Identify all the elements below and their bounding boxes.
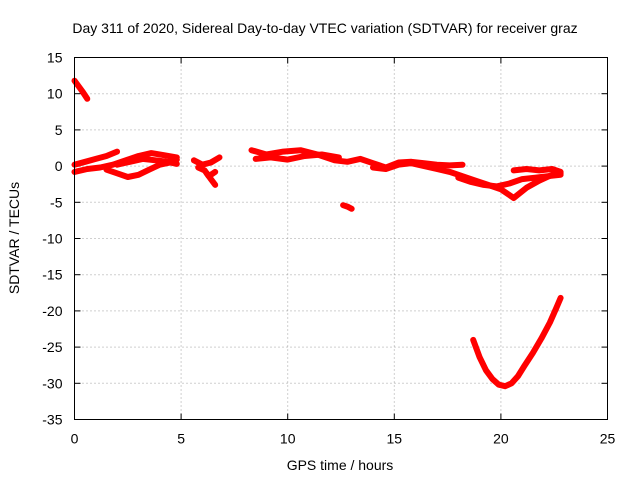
y-tick-label: 10: [47, 86, 63, 102]
plot-frame: [74, 57, 608, 420]
y-tick-label: -30: [42, 375, 62, 391]
y-tick-label: 0: [55, 158, 63, 174]
series-arc-h: [203, 170, 219, 188]
y-tick-label: -5: [50, 194, 63, 210]
y-tick-labels: 15 10 5 0 -5 -10 -15 -20 -25 -30 -35: [42, 50, 62, 428]
x-tick-label: 15: [387, 431, 403, 447]
x-axis-label: GPS time / hours: [287, 457, 394, 473]
series-arc-b: [71, 148, 121, 168]
series-arc-i: [248, 147, 466, 171]
x-tick-label: 20: [493, 431, 509, 447]
series-arc-n: [510, 166, 564, 175]
y-tick-label: -15: [42, 267, 62, 283]
y-tick-label: -35: [42, 412, 62, 428]
x-tick-label: 10: [280, 431, 296, 447]
y-tick-label: -20: [42, 303, 62, 319]
x-tick-label: 0: [71, 431, 79, 447]
series-arc-o: [470, 294, 564, 390]
series-arc-j: [252, 151, 342, 163]
x-tick-label: 25: [600, 431, 616, 447]
y-tick-label: -25: [42, 339, 62, 355]
series-arc-f: [190, 154, 223, 168]
x-tick-labels: 0 5 10 15 20 25: [71, 431, 616, 447]
y-tick-label: -10: [42, 231, 62, 247]
series-arc-k: [340, 202, 355, 212]
x-tick-label: 5: [177, 431, 185, 447]
chart-title: Day 311 of 2020, Sidereal Day-to-day VTE…: [72, 20, 577, 36]
y-tick-label: 5: [55, 122, 63, 138]
axis-ticks: [74, 57, 608, 420]
y-axis-label: SDTVAR / TECUs: [6, 182, 22, 294]
series-arc-e: [114, 155, 180, 168]
data-series: [71, 77, 564, 390]
series-arc-m: [455, 171, 564, 190]
y-tick-label: 15: [47, 50, 63, 66]
series-arc-a: [71, 77, 91, 102]
